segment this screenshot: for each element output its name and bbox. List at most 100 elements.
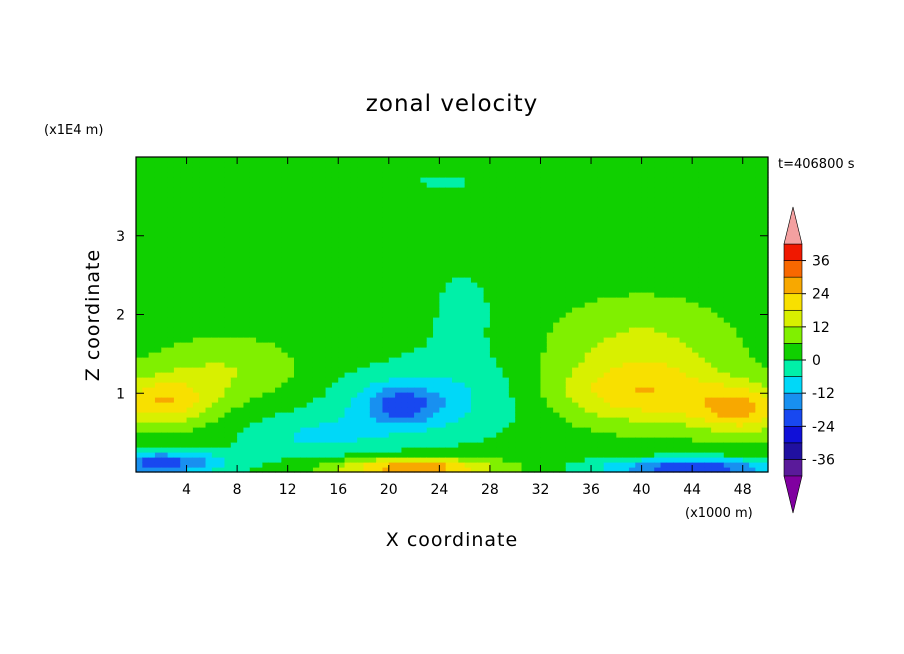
contour-cell [230,382,238,388]
contour-cell [452,352,459,358]
contour-cell [546,437,554,443]
contour-cell [401,272,409,278]
contour-cell [331,367,339,373]
contour-cell [325,337,333,343]
contour-cell [496,182,504,188]
contour-cell [622,182,630,188]
contour-cell [515,217,523,223]
contour-cell [540,287,548,293]
contour-cell [515,392,523,398]
contour-cell [584,217,592,223]
contour-cell [470,267,478,273]
contour-cell [142,212,150,218]
contour-cell [546,367,554,373]
contour-cell [136,192,143,198]
contour-cell [243,467,251,473]
contour-cell [275,337,282,343]
contour-cell [136,397,143,403]
contour-cell [268,462,276,468]
contour-cell [407,262,415,268]
contour-cell [173,157,181,163]
contour-cell [464,342,472,348]
contour-cell [464,247,472,253]
contour-cell [445,182,453,188]
contour-cell [458,442,466,448]
contour-cell [382,397,390,403]
contour-cell [224,282,232,288]
contour-cell [445,177,453,183]
contour-cell [167,222,175,228]
contour-cell [262,437,270,443]
contour-cell [148,212,156,218]
contour-cell [420,212,428,218]
contour-cell [350,252,358,258]
contour-cell [376,452,384,458]
contour-cell [458,387,466,393]
contour-cell [319,362,327,368]
contour-cell [211,412,219,418]
contour-cell [262,317,270,323]
contour-cell [154,362,162,368]
contour-cell [395,392,403,398]
contour-cell [433,257,440,263]
contour-cell [363,312,371,318]
contour-cell [136,257,143,263]
contour-cell [306,237,314,243]
contour-cell [470,337,478,343]
contour-cell [363,172,371,178]
contour-cell [439,437,447,443]
contour-cell [572,377,579,383]
contour-cell [527,272,535,278]
contour-cell [445,287,453,293]
contour-cell [610,357,617,363]
contour-cell [565,367,573,373]
contour-cell [597,387,605,393]
contour-cell [382,287,390,293]
contour-cell [414,292,421,298]
contour-cell [294,232,301,238]
contour-cell [180,337,188,343]
contour-cell [186,157,194,163]
contour-cell [249,332,257,338]
contour-cell [205,337,213,343]
contour-cell [224,207,232,213]
contour-cell [521,212,529,218]
contour-cell [224,377,232,383]
contour-cell [205,247,213,253]
contour-cell [357,267,365,273]
contour-cell [205,292,213,298]
contour-cell [142,362,150,368]
contour-cell [325,427,333,433]
contour-cell [401,157,409,163]
contour-cell [591,287,598,293]
contour-cell [584,272,592,278]
contour-cell [218,422,226,428]
contour-cell [218,342,226,348]
contour-cell [357,312,365,318]
contour-cell [559,237,567,243]
contour-cell [180,217,188,223]
contour-cell [319,422,327,428]
contour-cell [616,212,624,218]
contour-cell [173,442,181,448]
contour-cell [382,427,390,433]
contour-cell [616,422,624,428]
contour-cell [382,282,390,288]
contour-cell [489,202,497,208]
contour-cell [534,247,542,253]
contour-cell [199,282,207,288]
contour-cell [376,317,384,323]
contour-cell [401,412,409,418]
contour-cell [483,347,491,353]
contour-cell [521,327,529,333]
contour-cell [565,287,573,293]
contour-cell [610,367,617,373]
contour-cell [281,267,289,273]
contour-cell [350,257,358,263]
contour-cell [458,302,466,308]
contour-cell [616,402,624,408]
contour-cell [622,372,630,378]
contour-cell [546,212,554,218]
contour-cell [388,217,396,223]
contour-cell [230,417,238,423]
